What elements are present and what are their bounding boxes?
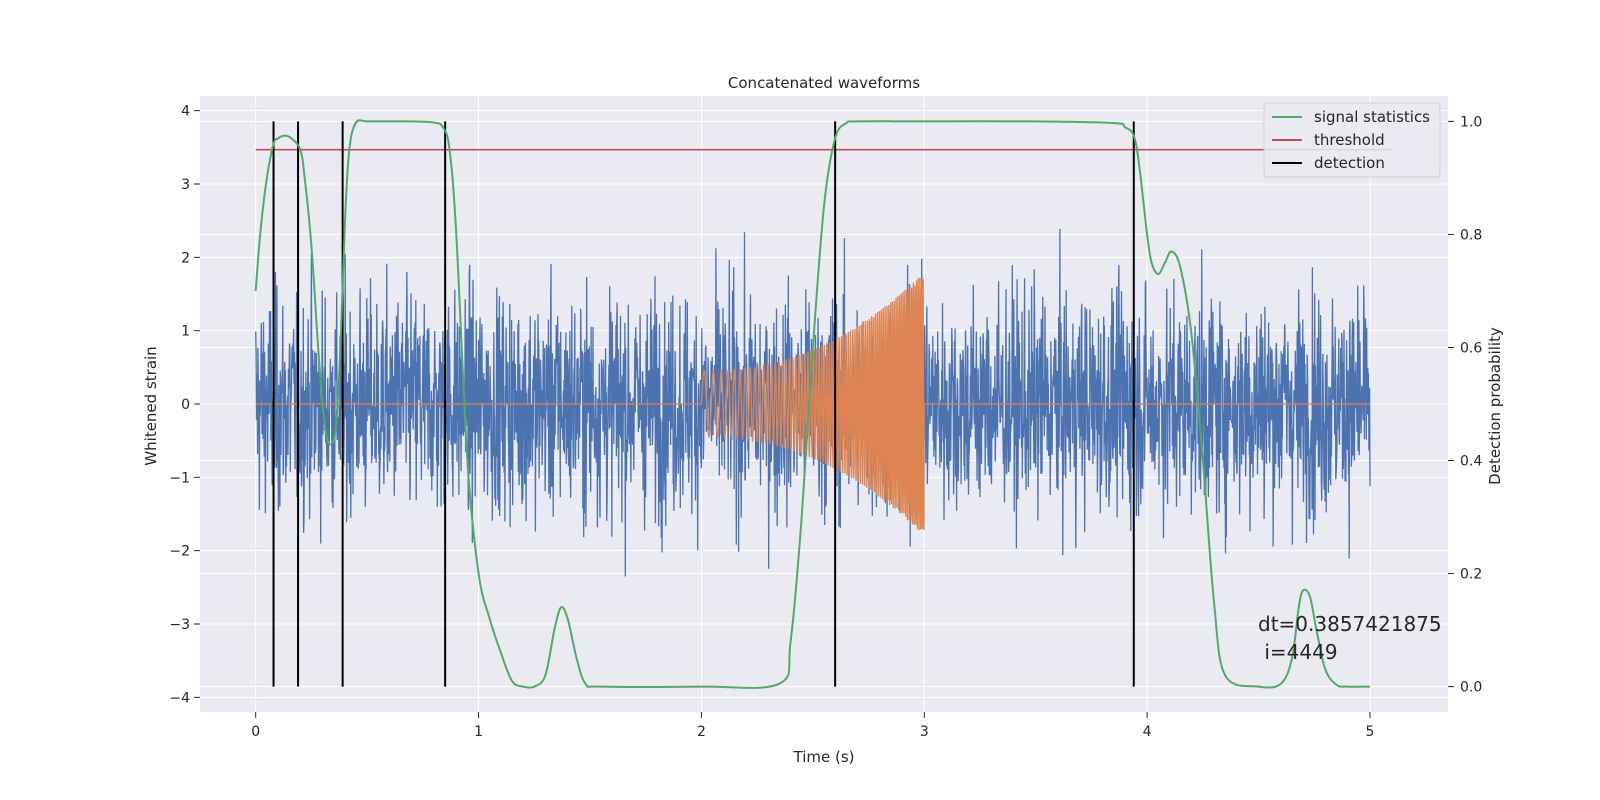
y-right-tick-label-4: 0.8	[1460, 227, 1482, 243]
y-right-tick-label-5: 1.0	[1460, 114, 1482, 130]
legend-box	[1263, 102, 1441, 178]
x-tick-label-3: 3	[920, 724, 929, 740]
y-left-tick-label-7: 3	[181, 177, 190, 193]
y-axis-label-left: Whitened strain	[142, 346, 160, 465]
y-left-tick-label-6: 2	[181, 250, 190, 266]
chirp-series	[255, 277, 1370, 531]
legend-label-detection: detection	[1314, 154, 1385, 172]
y-left-tick-label-8: 4	[181, 104, 190, 120]
x-tick-label-2: 2	[697, 724, 706, 740]
y-right-tick-label-2: 0.4	[1460, 454, 1482, 470]
x-tick-label-0: 0	[251, 724, 260, 740]
y-left-tick-label-3: −1	[169, 470, 190, 486]
x-tick-label-5: 5	[1366, 724, 1375, 740]
x-tick-label-4: 4	[1143, 724, 1152, 740]
y-left-tick-label-5: 1	[181, 324, 190, 340]
statistics-series	[254, 119, 1371, 689]
x-tick-label-1: 1	[474, 724, 483, 740]
y-left-tick-label-1: −3	[169, 617, 190, 633]
annotation-dt: dt=0.3857421875	[1258, 612, 1442, 636]
axis-ticks: 0 1 2 3 4 5 −4 −3 −2 −1 0 1 2 3 4 0.0 0.2 0.4 0.6 0.8 1.0	[169, 104, 1482, 740]
y-left-tick-label-0: −4	[169, 690, 190, 706]
legend-label-statistics: signal statistics	[1314, 108, 1430, 126]
annotation-index: i=4449	[1258, 640, 1338, 664]
y-right-tick-label-1: 0.2	[1460, 567, 1482, 583]
statistics-line	[254, 119, 1371, 689]
y-axis-label-right: Detection probability	[1486, 327, 1504, 485]
chart-title: Concatenated waveforms	[728, 74, 920, 92]
x-axis-label: Time (s)	[793, 748, 855, 766]
y-right-tick-label-3: 0.6	[1460, 340, 1482, 356]
legend: signal statistics threshold detection	[1263, 102, 1441, 178]
y-right-tick-label-0: 0.0	[1460, 680, 1482, 696]
y-left-tick-label-4: 0	[181, 397, 190, 413]
y-left-tick-label-2: −2	[169, 544, 190, 560]
chirp-line	[255, 277, 1370, 531]
legend-label-threshold: threshold	[1314, 131, 1385, 149]
detection-lines	[272, 121, 1135, 687]
